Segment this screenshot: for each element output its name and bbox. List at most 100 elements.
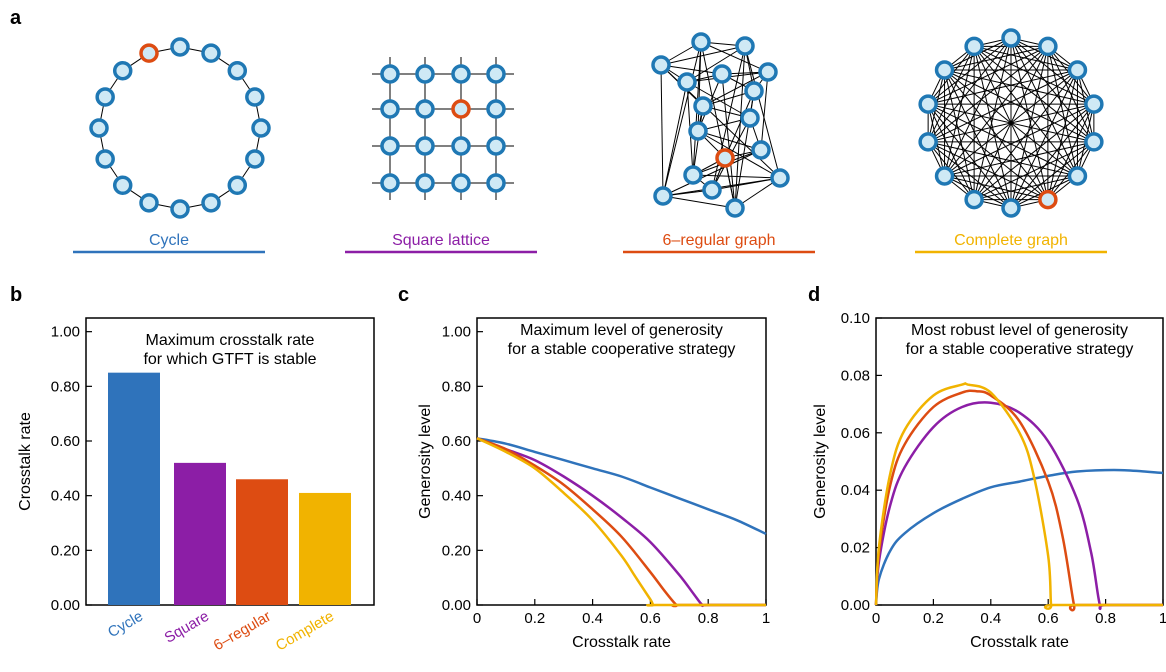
series-line-0 [874,468,1164,606]
cycle-node [112,60,133,81]
x-tick-label: 0.2 [923,610,944,627]
regular-node [683,165,703,185]
lattice-node [415,64,435,84]
regular-edge [734,45,746,209]
regular-edge [660,64,664,197]
complete-edge [1010,37,1095,105]
x-tick-label: 0.4 [582,610,603,627]
complete-node [1038,189,1058,210]
regular-edge [662,41,702,197]
complete-edge [944,37,1012,177]
complete-edge [974,175,1078,201]
complete-edge [1010,69,1078,209]
category-label: Cycle [105,608,146,641]
regular-node [715,148,735,168]
network-complete-graph [918,28,1104,218]
complete-edge [927,103,975,200]
y-axis-label: Generosity level [812,404,829,519]
chart-title-line: Most robust level of generosity [911,322,1128,339]
lattice-node [451,99,471,119]
cycle-node [245,149,265,169]
cycle-node [170,37,190,57]
complete-edge [944,69,1095,143]
cycle-node [201,193,221,213]
cycle-node [245,87,265,107]
lattice-node [415,99,435,119]
lattice-node [451,136,471,156]
series-line-3 [874,382,1164,610]
network-label-cycle: Cycle [149,232,189,249]
y-tick-label: 0.00 [841,597,870,614]
x-tick-label: 0.8 [698,610,719,627]
complete-edge [927,141,1012,209]
plot-frame [875,317,1164,606]
plot-frame [476,317,767,606]
regular-edge [760,71,769,151]
complete-edge [927,103,1012,209]
panel-letter-d: d [808,284,820,306]
bar-6-regular [236,479,288,605]
complete-edge [944,69,1012,209]
y-tick-label: 0.20 [442,542,471,559]
complete-node [1001,28,1021,48]
cycle-node [95,149,115,169]
complete-edge [944,175,1048,201]
complete-node [934,166,955,186]
lattice-node [415,136,435,156]
cycle-node [112,175,133,196]
complete-edge [927,103,1049,200]
regular-edge [697,130,762,151]
lattice-node [451,173,471,193]
category-label: Square [162,608,212,647]
chart-d-robust-generosity-line: 0.00 0.02 0.04 0.06 0.08 0.10 0 0.2 0.4 0.6 0.8 1 Cr… [812,310,1166,651]
complete-node [1001,198,1021,218]
cycle-node [139,43,159,63]
panel-letter-a: a [10,7,22,29]
x-tick-label: 0 [473,610,481,627]
complete-edge [973,46,1078,177]
complete-edge [973,45,1095,105]
complete-edge [974,45,1078,71]
regular-edge [686,81,751,119]
complete-edge [973,46,1012,209]
lattice-node [486,136,506,156]
complete-edge [1047,103,1095,200]
lattice-node [451,64,471,84]
regular-edge [744,45,781,179]
regular-edge [660,45,746,66]
y-tick-label: 0.00 [442,597,471,614]
regular-edge [700,41,736,209]
cycle-node [251,118,271,138]
x-axis-label: Crosstalk rate [970,634,1069,651]
lattice-node [380,136,400,156]
cycle-node [139,193,159,213]
chart-title-line: Maximum crosstalk rate [146,332,315,349]
regular-node [712,64,732,84]
x-tick-label: 0.6 [640,610,661,627]
y-tick-label: 0.06 [841,425,870,442]
y-tick-label: 0.20 [51,542,80,559]
complete-edge [1010,141,1095,209]
series-line-1 [476,437,767,608]
lattice-node [380,173,400,193]
regular-edge [662,195,736,209]
chart-b-max-crosstalk-bar: 0.00 0.20 0.40 0.60 0.80 1.00 Crosstalk rate Ma… [17,317,375,655]
lattice-node [486,173,506,193]
regular-node [702,180,722,200]
complete-edge [944,141,1094,177]
lattice-node [486,64,506,84]
category-label: 6–regular [211,608,274,654]
bar-square [174,462,226,605]
regular-edge [660,64,723,75]
cycle-node [170,199,190,219]
complete-edge [944,45,1048,71]
regular-edge [686,45,746,83]
complete-edge [944,69,975,200]
y-tick-label: 0.40 [51,488,80,505]
regular-node [725,198,745,218]
complete-edge [1010,37,1078,177]
complete-edge [928,69,1078,105]
chart-title-line: for which GTFT is stable [143,351,316,368]
network-label-6-regular-graph: 6–regular graph [663,232,776,249]
